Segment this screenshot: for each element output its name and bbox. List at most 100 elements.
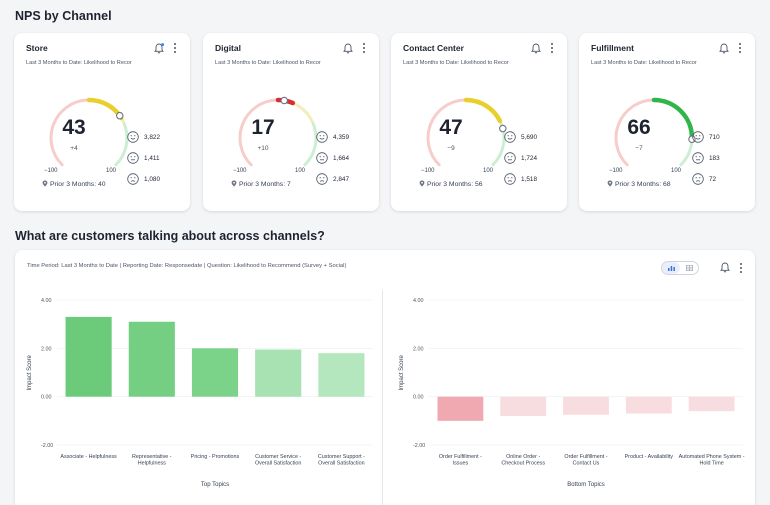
gauge-value-arc [463, 97, 503, 124]
prior-label: Prior 3 Months: 56 [427, 181, 483, 188]
prior-period: Prior 3 Months: 40 [42, 180, 106, 188]
nps-score: 43 [62, 116, 86, 139]
nps-card-contact-center[interactable]: Contact Center Last 3 Months to Date: Lik… [391, 33, 567, 211]
nps-delta: −7 [635, 145, 643, 152]
happy-face-icon [316, 131, 328, 143]
neutral-face-icon [504, 152, 516, 164]
prior-period: Prior 3 Months: 56 [419, 180, 483, 188]
bar[interactable] [255, 349, 302, 397]
happy-count: 4,359 [316, 131, 349, 143]
table-icon [685, 265, 693, 271]
range-min: −100 [609, 168, 623, 174]
happy-face-icon [504, 131, 516, 143]
x-category-label: Customer Service -Overall Satisfaction [255, 454, 301, 467]
x-category-label: Customer Support -Overall Satisfaction [318, 454, 365, 467]
bell-icon[interactable] [343, 43, 353, 54]
nps-gauge [614, 97, 696, 167]
sad-count: 1,080 [127, 173, 160, 185]
range-min: −100 [233, 168, 247, 174]
range-max: 100 [106, 168, 117, 174]
bell-icon[interactable] [154, 43, 164, 54]
nps-score: 47 [439, 116, 463, 139]
x-axis-label: Bottom Topics [567, 482, 605, 488]
prior-label: Prior 3 Months: 40 [50, 181, 106, 188]
bell-icon[interactable] [531, 43, 541, 54]
bar[interactable] [563, 396, 609, 415]
count-value: 72 [709, 175, 717, 183]
count-value: 4,359 [333, 133, 349, 141]
sad-face-icon [504, 173, 516, 185]
happy-count: 3,822 [127, 131, 160, 143]
topics-title: What are customers talking about across … [15, 229, 325, 243]
happy-count: 5,690 [504, 131, 537, 143]
table-view-button[interactable] [680, 262, 698, 274]
gauge-track-positive [114, 121, 129, 167]
x-category-label: Automated Phone System -Hold Time [679, 454, 745, 467]
nps-score: 17 [251, 116, 275, 139]
location-pin-icon [231, 180, 237, 187]
card-title: Store [26, 43, 48, 53]
count-value: 183 [709, 154, 720, 162]
more-options-icon[interactable] [362, 42, 366, 54]
range-min: −100 [421, 168, 435, 174]
count-value: 5,690 [521, 133, 537, 141]
topics-panel: Time Period: Last 3 Months to Date | Rep… [15, 250, 755, 505]
bar-chart-svg: 4.00 2.00 0.00 -2.00 Impact Score Associate -… [27, 298, 373, 488]
more-options-icon[interactable] [738, 42, 742, 54]
range-max: 100 [671, 168, 682, 174]
more-options-icon[interactable] [173, 42, 177, 54]
gauge-track-positive [303, 121, 318, 167]
nps-gauge [49, 97, 129, 167]
nps-score: 66 [627, 116, 651, 139]
x-category-label: Associate - Helpfulness [60, 454, 117, 460]
neutral-face-icon [316, 152, 328, 164]
nps-delta: +4 [70, 145, 78, 152]
count-value: 1,724 [521, 154, 537, 162]
view-toggle[interactable] [661, 261, 699, 275]
count-value: 710 [709, 133, 720, 141]
bar[interactable] [500, 396, 547, 416]
sad-count: 72 [692, 173, 716, 185]
nps-card-digital[interactable]: Digital Last 3 Months to Date: Likelihood… [203, 33, 379, 211]
nps-delta: −9 [447, 145, 455, 152]
y-tick-label: 2.00 [41, 346, 52, 352]
x-category-label: Representative -Helpfulness [132, 454, 172, 467]
bar[interactable] [318, 353, 365, 397]
y-tick-label: 0.00 [41, 395, 52, 401]
gauge-track-negative [238, 98, 278, 167]
bottom-topics-chart: 4.00 2.00 0.00 -2.00 Impact Score Order Fulfi… [393, 290, 748, 495]
y-tick-label: -2.00 [413, 443, 425, 449]
bar[interactable] [65, 316, 112, 397]
bell-icon[interactable] [720, 262, 730, 273]
bar-chart-svg: 4.00 2.00 0.00 -2.00 Impact Score Order Fulfi… [399, 298, 745, 488]
bar[interactable] [625, 396, 672, 414]
neutral-count: 1,664 [316, 152, 349, 164]
bar-chart-view-button[interactable] [662, 262, 680, 274]
neutral-count: 1,411 [127, 152, 160, 164]
count-value: 2,847 [333, 175, 349, 183]
card-subtitle: Last 3 Months to Date: Likelihood to Rec… [403, 60, 509, 66]
nps-card-store[interactable]: Store Last 3 Months to Date: Likelihood t… [14, 33, 190, 211]
range-min: −100 [44, 168, 58, 174]
range-max: 100 [295, 168, 306, 174]
neutral-count: 183 [692, 152, 720, 164]
bell-icon[interactable] [719, 43, 729, 54]
nps-card-fulfillment[interactable]: Fulfillment Last 3 Months to Date: Likeli… [579, 33, 755, 211]
prior-label: Prior 3 Months: 68 [615, 181, 671, 188]
nps-delta: +10 [257, 145, 269, 152]
more-options-icon[interactable] [739, 262, 743, 274]
x-axis-label: Top Topics [201, 482, 229, 488]
bar[interactable] [688, 396, 735, 412]
gauge-track-negative [426, 98, 466, 167]
bar[interactable] [128, 321, 175, 397]
bar[interactable] [191, 348, 239, 397]
y-tick-label: 4.00 [413, 298, 424, 304]
location-pin-icon [419, 180, 425, 187]
top-topics-chart: 4.00 2.00 0.00 -2.00 Impact Score Associate -… [23, 290, 378, 495]
x-category-label: Order Fulfillment -Issues [439, 454, 482, 467]
count-value: 1,518 [521, 175, 537, 183]
more-options-icon[interactable] [550, 42, 554, 54]
y-tick-label: 4.00 [41, 298, 52, 304]
prior-marker [499, 124, 507, 133]
bar[interactable] [437, 396, 484, 421]
